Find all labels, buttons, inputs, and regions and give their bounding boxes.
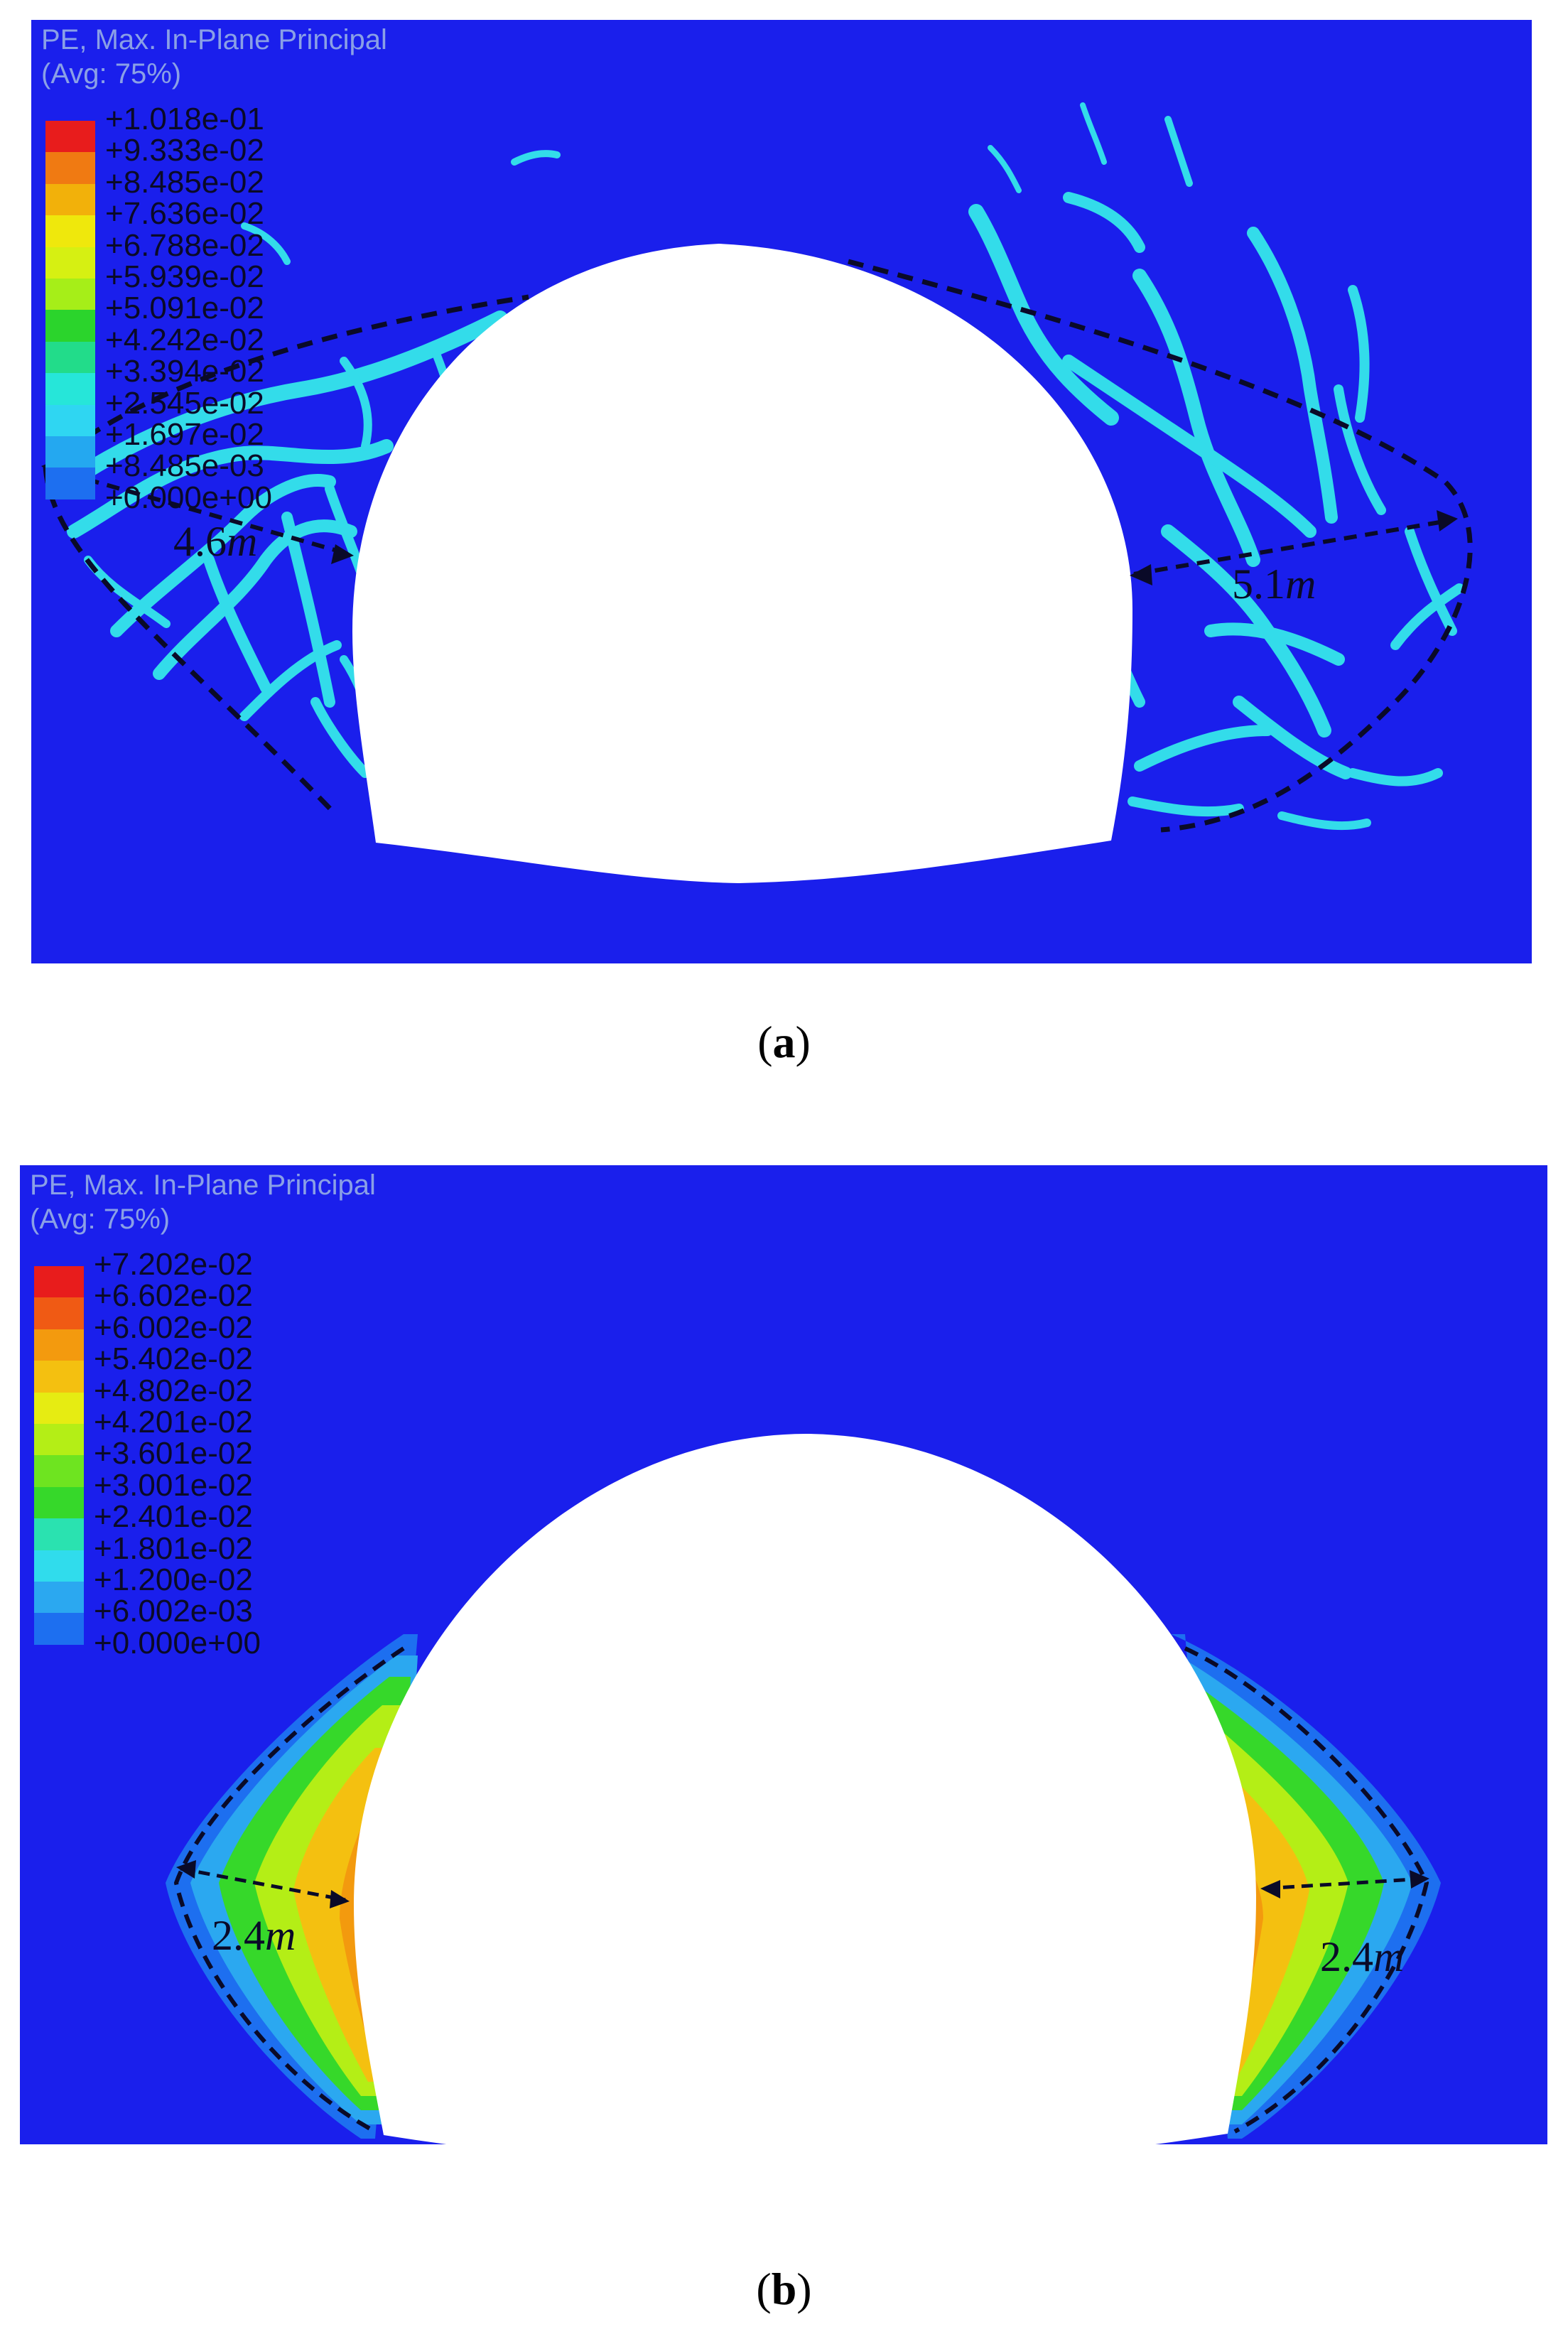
- tunnel-opening: [354, 1434, 1256, 2144]
- dimension-arrow-left: [45, 465, 350, 556]
- legend-value: +6.002e-02: [94, 1309, 253, 1345]
- legend-swatch: [34, 1423, 84, 1456]
- legend-swatch: [45, 373, 95, 405]
- legend-swatch: [34, 1613, 84, 1645]
- legend-value: +3.001e-02: [94, 1467, 253, 1503]
- legend-swatch: [34, 1297, 84, 1329]
- contour-plot-b: PE, Max. In-Plane Principal (Avg: 75%) +…: [20, 1165, 1547, 2144]
- legend-swatch: [45, 310, 95, 342]
- caption-a: (a): [757, 1017, 811, 1067]
- legend-swatch: [45, 215, 95, 247]
- legend-swatch: [34, 1581, 84, 1614]
- plastic-zone-boundary-left: [173, 1646, 405, 2134]
- arrowheads-left-b: [176, 1860, 350, 1908]
- legend-value: +4.802e-02: [94, 1373, 253, 1408]
- plastic-zone-boundary-right: [1184, 1646, 1429, 2134]
- legend-value: +4.201e-02: [94, 1404, 253, 1439]
- legend-value: +2.545e-02: [105, 385, 264, 421]
- legend-swatch: [34, 1550, 84, 1582]
- legend-value: +0.000e+00: [105, 480, 272, 515]
- legend-swatch: [34, 1329, 84, 1361]
- arrowheads-right-b: [1260, 1870, 1429, 1898]
- dimension-label-left-b: 2.4m: [212, 1912, 296, 1959]
- dimension-label-right-b: 2.4m: [1320, 1933, 1405, 1980]
- legend-value: +3.394e-02: [105, 354, 264, 389]
- legend-title-line2: (Avg: 75%): [41, 58, 182, 90]
- legend-value: +6.788e-02: [105, 227, 264, 263]
- legend-swatch: [34, 1392, 84, 1424]
- legend-swatch: [45, 152, 95, 184]
- legend-values-b: +7.202e-02 +6.602e-02 +6.002e-02 +5.402e-02…: [94, 1247, 261, 1660]
- legend-swatch: [45, 278, 95, 310]
- legend-swatch: [34, 1486, 84, 1519]
- legend-color-bar-a: [45, 121, 95, 499]
- legend-swatch: [45, 436, 95, 468]
- legend-value: +1.801e-02: [94, 1530, 253, 1566]
- legend-swatch: [45, 468, 95, 499]
- arrowheads-right: [1130, 510, 1458, 585]
- contour-plot-a: PE, Max. In-Plane Principal (Avg: 75%) +…: [31, 20, 1532, 963]
- dimension-label-right-a: 5.1m: [1232, 561, 1316, 607]
- legend-value: +6.002e-03: [94, 1594, 253, 1629]
- legend-value: +7.202e-02: [94, 1247, 253, 1282]
- legend-value: +2.401e-02: [94, 1499, 253, 1535]
- legend-swatch: [34, 1266, 84, 1298]
- legend-value: +8.485e-02: [105, 164, 264, 200]
- legend-values-a: +1.018e-01 +9.333e-02 +8.485e-02 +7.636e-02…: [105, 102, 272, 515]
- legend-value: +3.601e-02: [94, 1436, 253, 1471]
- legend-value: +0.000e+00: [94, 1625, 261, 1660]
- legend-title-b: PE, Max. In-Plane Principal (Avg: 75%): [30, 1168, 376, 1236]
- legend-color-bar-b: [34, 1266, 84, 1645]
- legend-title-line2: (Avg: 75%): [30, 1204, 171, 1235]
- legend-title-line1: PE, Max. In-Plane Principal: [30, 1170, 376, 1201]
- legend-value: +5.402e-02: [94, 1341, 253, 1377]
- legend-title-line1: PE, Max. In-Plane Principal: [41, 24, 387, 55]
- legend-swatch: [34, 1518, 84, 1550]
- legend-value: +7.636e-02: [105, 196, 264, 232]
- legend-swatch: [45, 341, 95, 374]
- legend-swatch: [34, 1455, 84, 1487]
- crack-network-right: [968, 102, 1464, 831]
- legend-swatch: [45, 121, 95, 153]
- legend-swatch: [45, 247, 95, 279]
- tunnel-opening: [352, 244, 1132, 883]
- caption-b: (b): [756, 2264, 812, 2314]
- legend-value: +4.242e-02: [105, 322, 264, 357]
- contour-drawing-a: [31, 20, 1532, 963]
- legend-swatch: [45, 183, 95, 216]
- dimension-arrow-left-b: [180, 1867, 346, 1902]
- legend-value: +8.485e-03: [105, 448, 264, 484]
- legend-swatch: [45, 404, 95, 436]
- legend-value: +1.697e-02: [105, 416, 264, 452]
- legend-value: +6.602e-02: [94, 1278, 253, 1314]
- dimension-arrow-right: [1133, 518, 1453, 576]
- legend-title-a: PE, Max. In-Plane Principal (Avg: 75%): [41, 23, 387, 91]
- legend-swatch: [34, 1361, 84, 1393]
- dimension-arrow-right-b: [1264, 1876, 1426, 1891]
- legend-value: +5.091e-02: [105, 291, 264, 326]
- legend-value: +9.333e-02: [105, 133, 264, 168]
- legend-value: +5.939e-02: [105, 259, 264, 294]
- contour-drawing-b: [20, 1165, 1547, 2144]
- legend-value: +1.200e-02: [94, 1562, 253, 1597]
- dimension-label-left-a: 4.6m: [173, 518, 258, 565]
- legend-value: +1.018e-01: [105, 102, 264, 136]
